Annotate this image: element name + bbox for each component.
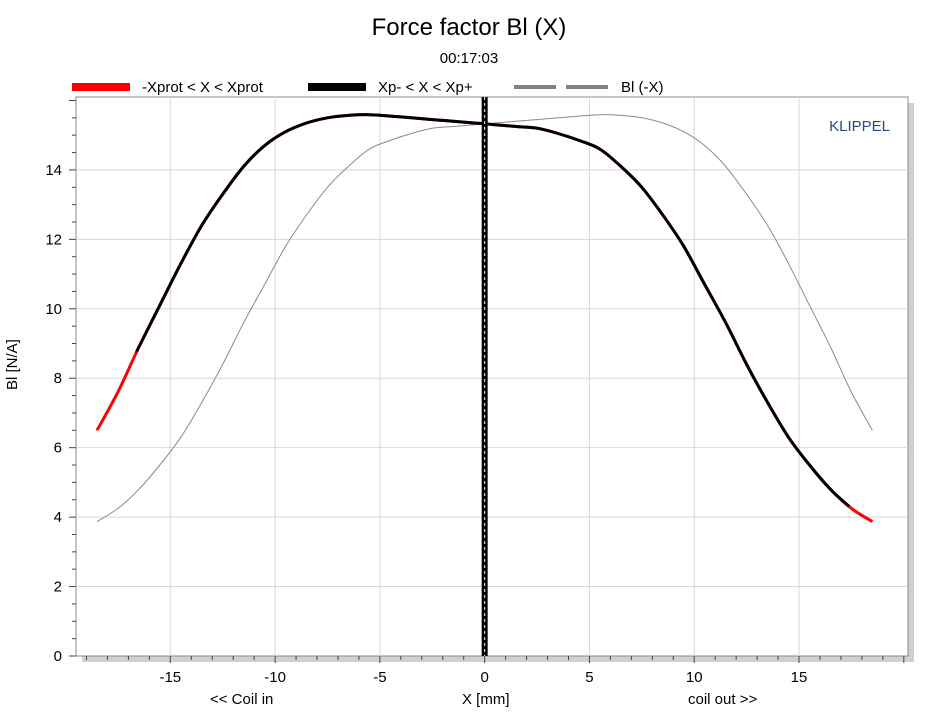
y-tick-label: 10: [45, 301, 62, 318]
x-tick-label: -5: [373, 669, 386, 686]
x-tick-label: -10: [264, 669, 286, 686]
x-axis-label-left: << Coil in: [210, 691, 274, 708]
y-tick-label: 6: [54, 440, 62, 457]
y-tick-label: 12: [45, 231, 62, 248]
y-tick-label: 8: [54, 370, 62, 387]
x-tick-label: 10: [686, 669, 703, 686]
legend-label-xprot: -Xprot < X < Xprot: [142, 78, 263, 96]
y-axis-label: Bl [N/A]: [4, 339, 21, 390]
legend-swatch-xprot: [72, 83, 130, 91]
x-axis-label-right: coil out >>: [688, 691, 758, 708]
chart-title: Force factor Bl (X): [371, 14, 567, 41]
y-tick-label: 4: [54, 509, 62, 526]
legend-item-bl-neg-x: Bl (-X): [514, 76, 664, 98]
x-axis-label: X [mm]: [462, 691, 510, 708]
chart-subtitle: 00:17:03: [439, 50, 499, 67]
y-tick-label: 14: [45, 162, 62, 179]
x-tick-label: -15: [159, 669, 181, 686]
legend: -Xprot < X < Xprot Xp- < X < Xp+ Bl (-X): [0, 76, 938, 100]
legend-swatch-xp: [308, 83, 366, 91]
x-tick-label: 5: [585, 669, 593, 686]
plot-area: [75, 96, 909, 657]
legend-swatch-bl-neg-x: [514, 85, 609, 89]
legend-label-xp: Xp- < X < Xp+: [378, 78, 473, 96]
y-tick-label: 2: [54, 579, 62, 596]
y-tick-label: 0: [54, 648, 62, 665]
brand-label: KLIPPEL: [829, 118, 890, 135]
x-tick-label: 0: [480, 669, 488, 686]
legend-item-xprot: -Xprot < X < Xprot: [72, 76, 263, 98]
legend-label-bl-neg-x: Bl (-X): [621, 78, 664, 96]
legend-item-xp: Xp- < X < Xp+: [308, 76, 473, 98]
x-tick-label: 15: [791, 669, 808, 686]
